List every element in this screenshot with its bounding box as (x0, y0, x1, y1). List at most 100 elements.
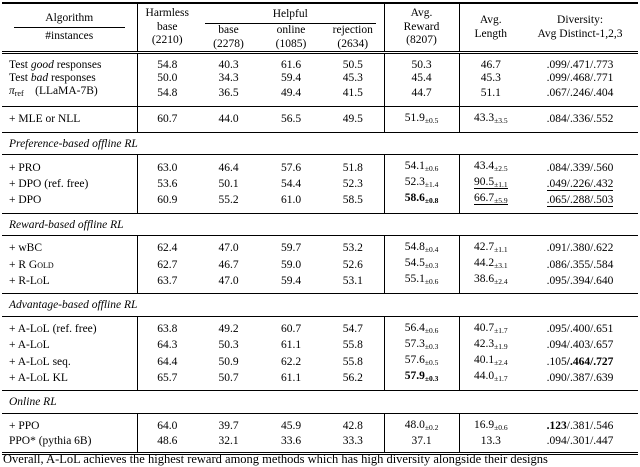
cell-diversity: .123/.381/.546 (522, 413, 638, 434)
table-body: Test good responses 54.8 40.3 61.6 50.5 50.3 4… (2, 52, 639, 454)
cell-diversity: .105/.464/.727 (522, 354, 638, 370)
cell-helpful-rejection: 42.8 (342, 420, 363, 433)
cell-helpful-rejection: 52.3 (342, 177, 363, 190)
cell-diversity: .094/.403/.657 (522, 337, 638, 353)
diversity-values: .067/.246/.404 (547, 87, 614, 99)
algorithm-label-part: Test (9, 59, 31, 71)
algorithm-label-part: bad (30, 72, 49, 85)
algorithm-label-part: + A- (9, 323, 30, 336)
cell-helpful-rejection: 45.3 (342, 72, 363, 85)
value-main: 52.3 (404, 176, 425, 189)
value-stddev: ±0.6 (494, 422, 508, 432)
value: 55.1±0.6 (405, 273, 439, 287)
diversity-value: .099 (546, 59, 567, 71)
value-main: 56.4 (404, 321, 425, 334)
algorithm-label-part: + PPO (9, 420, 40, 433)
cell-avg-reward: 52.3±1.4 (383, 175, 460, 192)
diversity-values: .123/.381/.546 (547, 420, 614, 432)
diversity-separator: / (590, 339, 594, 352)
section-header: Reward-based offline RL (2, 212, 639, 236)
value-main: 45.3 (480, 72, 501, 85)
cell-avg-reward: 57.6±0.5 (383, 353, 460, 370)
value-main: 44.2 (473, 257, 495, 270)
algorithm-label-part: (LLaMA-7B) (23, 85, 98, 98)
cell-avg-reward: 48.0±0.2 (383, 413, 460, 435)
value-stddev: ±2.4 (494, 358, 508, 368)
cell-harmless-base: 54.8 (136, 84, 197, 107)
harmless-line1: Harmless (145, 7, 189, 20)
cell-avg-length: 38.6±2.4 (458, 272, 523, 294)
length-line2: Length (474, 27, 508, 40)
value: 38.6±2.4 (474, 273, 508, 286)
diversity-separator: / (590, 86, 594, 99)
diversity-value: .560 (593, 161, 614, 174)
algorithm-name: + A-LoL (ref. free) (2, 316, 137, 337)
helpful-base-count: (2278) (213, 37, 244, 50)
value-stddev: ±0.5 (424, 115, 439, 125)
col-header-diversity: Diversity: Avg Distinct-1,2,3 (522, 3, 639, 54)
diversity-value: .584 (593, 258, 614, 271)
value-stddev: ±1.4 (424, 180, 439, 190)
cell-helpful-rejection: 53.1 (342, 274, 363, 287)
cell-avg-length: 51.1 (458, 84, 523, 107)
algorithm-label-part: + A- (9, 355, 30, 368)
value: 57.9±0.3 (404, 370, 439, 384)
cell-diversity: .095/.394/.640 (522, 273, 638, 294)
cell-helpful-online: 62.2 (280, 355, 302, 368)
diversity-value: .552 (593, 113, 614, 126)
value: 45.4 (411, 72, 431, 84)
diversity-line2: Avg Distinct-1,2,3 (537, 27, 623, 40)
value: 16.9±0.6 (474, 419, 508, 432)
value: 43.3±3.5 (474, 112, 508, 125)
cell-helpful-base: 34.3 (218, 72, 239, 85)
cell-harmless-base: 60.7 (136, 105, 197, 133)
cell-helpful-online: 49.4 (280, 86, 302, 99)
diversity-separator: / (566, 72, 570, 85)
algorithm-label-part: + DPO (ref. free) (9, 177, 89, 190)
cell-harmless-base: 50.0 (136, 71, 197, 85)
diversity-values: .105/.464/.727 (547, 356, 614, 368)
diversity-value: .432 (593, 177, 614, 190)
value-stddev: ±2.5 (494, 164, 508, 174)
cell-avg-reward: 45.4 (383, 71, 460, 85)
cell-diversity: .091/.380/.622 (522, 235, 638, 256)
diversity-value: .503 (593, 193, 614, 206)
cell-avg-reward: 57.3±0.3 (383, 337, 460, 354)
cell-helpful-rejection: 53.2 (342, 242, 363, 255)
cell-helpful-base: 40.3 (218, 59, 239, 71)
algorithm-label-part: + MLE or NLL (9, 113, 81, 126)
value: 56.4±0.6 (404, 321, 439, 335)
value-main: 42.3 (473, 337, 495, 350)
table-row: + PPO 64.0 39.7 45.9 42.8 48.0±0.2 16.9±0.6 .12… (2, 413, 638, 435)
value-main: 44.7 (411, 86, 432, 99)
algorithm-label-part: LoL (29, 355, 50, 368)
cell-helpful-online: 61.0 (280, 193, 302, 206)
value-stddev: ±0.6 (424, 277, 439, 287)
cell-helpful-online: 56.5 (260, 105, 322, 133)
section-row: Preference-based offline RL (2, 131, 639, 156)
diversity-values: .095/.400/.651 (547, 323, 614, 335)
reward-line1: Avg. (410, 7, 433, 20)
cell-avg-reward: 50.3 (383, 52, 460, 72)
diversity-value: .355 (569, 258, 591, 271)
algorithm-name: + wBC (2, 235, 137, 256)
diversity-values: .084/.336/.552 (547, 113, 614, 125)
value-main: 57.3 (404, 337, 425, 350)
diversity-value: .067 (546, 86, 567, 99)
value-stddev: ±0.3 (424, 374, 439, 384)
table-caption-clipped: Overall, A-LoL achieves the highest rewa… (3, 452, 548, 466)
cell-harmless-base: 62.4 (136, 235, 197, 257)
cell-harmless-base: 62.7 (136, 256, 197, 273)
value-main: 37.1 (411, 434, 432, 447)
cell-avg-reward: 55.1±0.6 (383, 272, 460, 294)
cell-helpful-base: 36.5 (218, 86, 239, 99)
diversity-value: .639 (593, 371, 614, 384)
table-row: + A-LoL KL 65.7 50.7 61.1 56.2 57.9±0.3 44.0±1… (2, 369, 638, 391)
results-table: Algorithm #instances Harmless base (2210… (2, 2, 639, 456)
cell-helpful-base: 44.0 (197, 105, 260, 133)
diversity-value: .339 (569, 161, 591, 174)
value-main: 57.9 (404, 370, 425, 383)
table-row: + A-LoL (ref. free) 63.8 49.2 60.7 54.7 56.4±… (2, 316, 638, 338)
diversity-value: .226 (569, 177, 591, 190)
cell-helpful-rejection: 56.2 (342, 371, 363, 384)
